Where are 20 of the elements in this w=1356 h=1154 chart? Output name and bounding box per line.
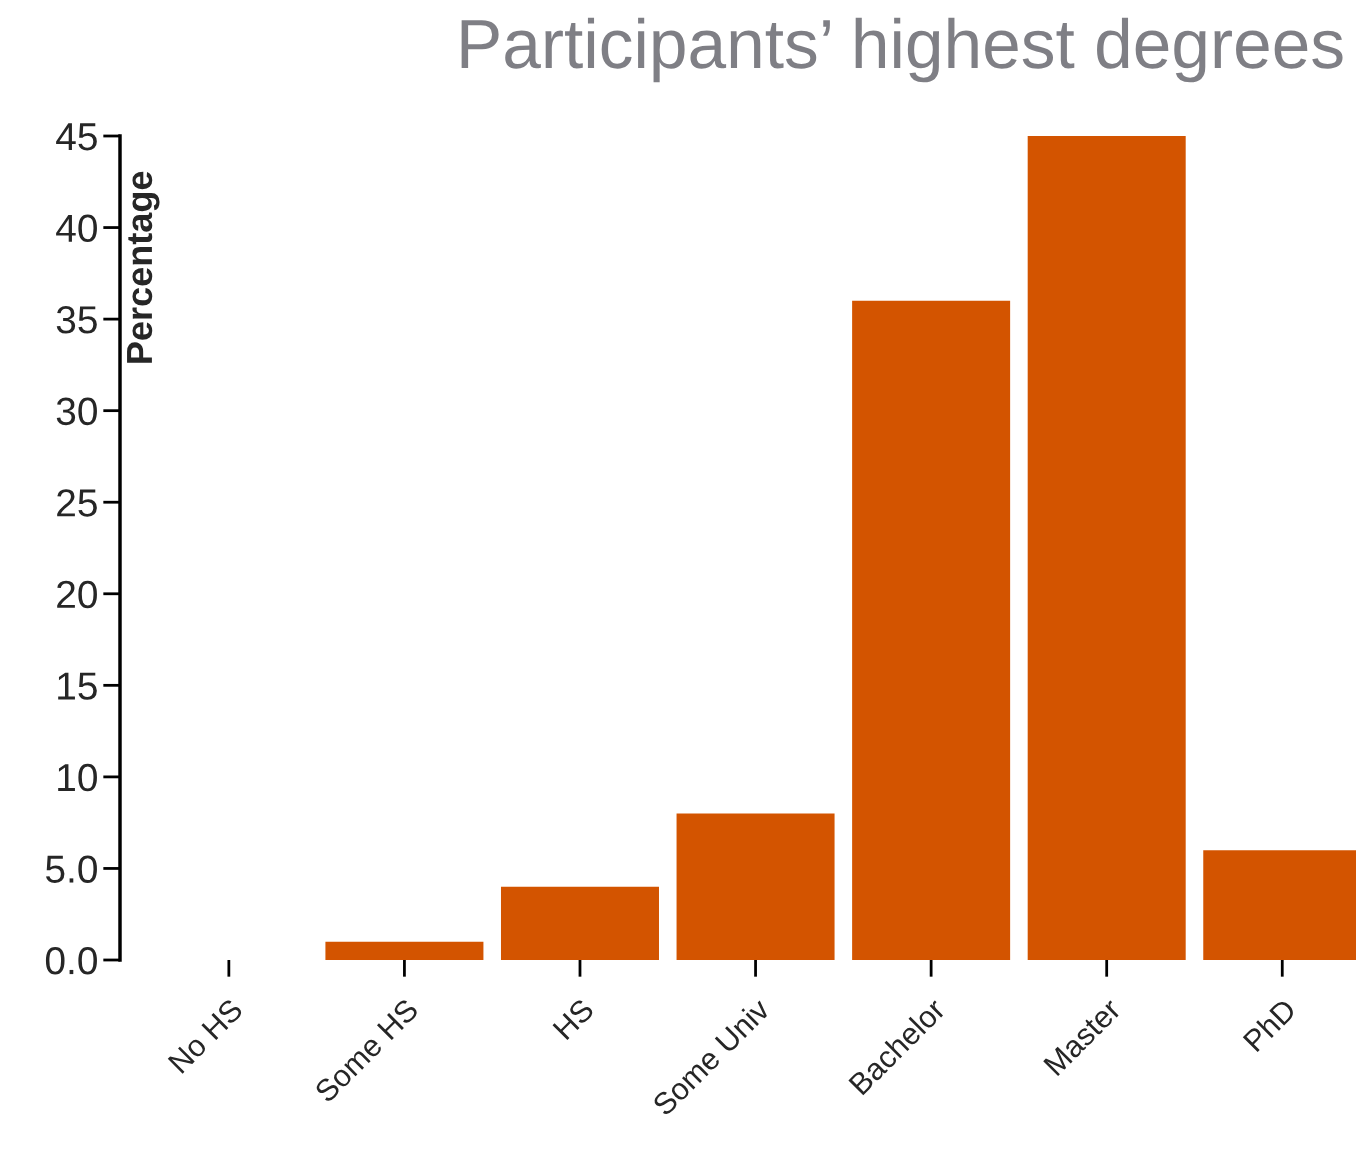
y-tick-label: 0.0 bbox=[45, 946, 97, 975]
bar bbox=[1027, 136, 1186, 960]
y-tick-label: 15 bbox=[58, 672, 97, 700]
y-tick-label: 25 bbox=[57, 489, 97, 517]
y-tick-label: 20 bbox=[57, 580, 97, 609]
y-tick-label: 40 bbox=[56, 214, 97, 243]
y-tick-label: 45 bbox=[56, 123, 97, 151]
bar bbox=[500, 886, 659, 960]
y-tick-label: 30 bbox=[56, 397, 97, 426]
x-tick-label: PhD bbox=[1242, 997, 1297, 1053]
bar bbox=[325, 941, 484, 960]
x-tick-label: No HS bbox=[167, 997, 244, 1074]
y-tick-label: 10 bbox=[58, 763, 97, 792]
chart-title: Participants’ highest degrees bbox=[461, 17, 1343, 83]
y-tick-label: 35 bbox=[56, 306, 97, 334]
bar bbox=[676, 813, 835, 960]
y-axis-title: Percentage bbox=[127, 171, 160, 363]
x-tick-label: HS bbox=[552, 997, 595, 1041]
bar bbox=[852, 300, 1011, 960]
y-tick-label: 5.0 bbox=[45, 855, 97, 883]
